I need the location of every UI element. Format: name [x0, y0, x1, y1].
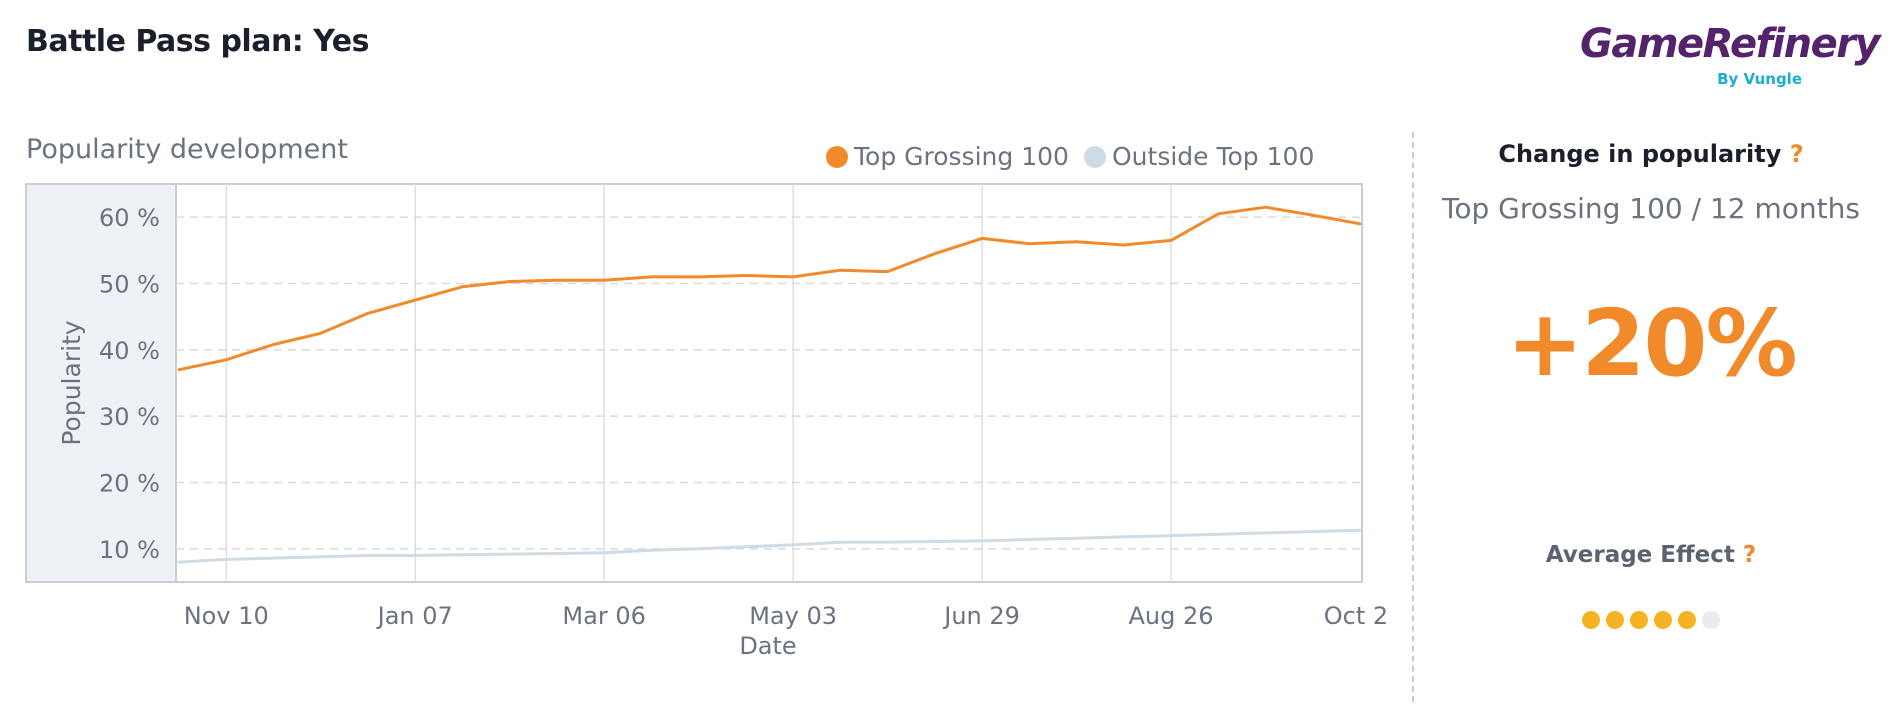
brand-logo: GameRefinery By Vungle	[1580, 21, 1881, 92]
series-line-top-grossing	[177, 205, 1362, 372]
change-in-popularity-heading: Change in popularity ?	[1412, 140, 1890, 168]
rating-dot-filled	[1678, 611, 1696, 629]
x-tick-label: Mar 06	[562, 602, 645, 630]
section-divider	[1412, 132, 1414, 702]
y-tick-label: 50 %	[99, 271, 160, 299]
x-tick-label: May 03	[749, 602, 837, 630]
page-title: Battle Pass plan: Yes	[26, 24, 369, 59]
legend-label: Outside Top 100	[1112, 142, 1315, 171]
brand-logo-subtext: By Vungle	[1717, 70, 1802, 88]
average-effect-title: Average Effect	[1545, 542, 1735, 568]
help-icon[interactable]: ?	[1742, 542, 1757, 568]
x-tick-label: Jan 07	[376, 602, 453, 630]
rating-dot-filled	[1654, 611, 1672, 629]
average-effect-heading: Average Effect ?	[1412, 542, 1890, 568]
y-tick-label: 30 %	[99, 403, 160, 431]
series-line-outside-top	[177, 528, 1362, 564]
x-tick-label: Aug 26	[1129, 602, 1214, 630]
brand-logo-text: GameRefinery	[1580, 21, 1881, 67]
legend-item-outside-top[interactable]: Outside Top 100	[1084, 142, 1314, 171]
y-tick-label: 10 %	[99, 536, 160, 564]
y-tick-label: 40 %	[99, 337, 160, 365]
y-axis-panel	[26, 184, 176, 582]
x-tick-label: Nov 10	[184, 602, 269, 630]
popularity-chart: Nov 10 Jan 07 Mar 06 May 03 Jun 29 Aug 26 Oct …	[25, 183, 1390, 660]
plot-frame	[25, 183, 1363, 583]
x-tick-label: Jun 29	[942, 602, 1020, 630]
rating-dot-filled	[1582, 611, 1600, 629]
y-tick-label: 60 %	[99, 204, 160, 232]
legend-label: Top Grossing 100	[854, 142, 1069, 171]
change-value: +20%	[1506, 290, 1797, 397]
average-effect-rating	[1412, 611, 1890, 629]
y-tick-label: 20 %	[99, 470, 160, 498]
legend-marker-icon	[1084, 145, 1106, 168]
rating-dot-filled	[1630, 611, 1648, 629]
chart-title: Popularity development	[26, 134, 348, 165]
x-axis-title: Date	[739, 632, 796, 660]
x-tick-label: Oct 2:	[1324, 602, 1390, 630]
change-subtitle: Top Grossing 100 / 12 months	[1442, 192, 1860, 225]
help-icon[interactable]: ?	[1789, 140, 1804, 168]
change-title: Change in popularity	[1498, 140, 1782, 168]
legend-item-top-grossing[interactable]: Top Grossing 100	[826, 142, 1069, 171]
rating-dot-empty	[1702, 611, 1720, 629]
legend-marker-icon	[826, 145, 848, 168]
y-axis-title: Popularity	[57, 320, 86, 445]
rating-dot-filled	[1606, 611, 1624, 629]
